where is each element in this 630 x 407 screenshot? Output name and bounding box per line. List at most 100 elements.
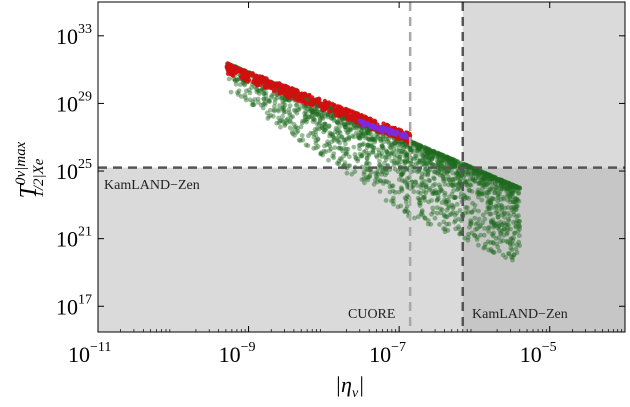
data-point <box>514 250 520 256</box>
data-point <box>435 197 440 203</box>
data-point <box>319 125 325 130</box>
data-point <box>345 122 351 128</box>
data-point <box>242 82 248 88</box>
y-axis-title-base: T <box>16 183 42 198</box>
data-point <box>440 152 446 158</box>
data-point <box>308 113 314 119</box>
data-point <box>453 170 459 176</box>
data-point <box>504 182 510 188</box>
data-point <box>329 139 335 145</box>
data-point <box>346 117 352 122</box>
data-point <box>439 160 445 166</box>
data-point <box>316 111 321 117</box>
data-point <box>328 109 333 114</box>
data-point <box>482 174 488 180</box>
data-point <box>287 118 293 124</box>
data-point <box>324 125 329 131</box>
data-point <box>511 183 516 189</box>
data-point <box>501 186 507 191</box>
data-point <box>243 95 248 100</box>
data-point <box>280 119 286 124</box>
data-point <box>389 158 395 164</box>
data-point <box>387 150 393 156</box>
data-point <box>233 70 239 75</box>
data-point <box>272 100 278 106</box>
data-point <box>483 171 489 177</box>
data-point <box>416 189 421 195</box>
data-point <box>488 176 494 182</box>
data-point <box>277 118 283 124</box>
data-point <box>366 136 372 142</box>
data-point <box>372 136 378 142</box>
data-point <box>463 210 468 216</box>
data-point <box>488 176 494 182</box>
data-point <box>314 121 320 126</box>
data-point <box>265 116 271 121</box>
data-point <box>479 177 485 183</box>
data-point <box>403 159 408 165</box>
data-point <box>303 112 309 117</box>
data-point <box>416 147 421 153</box>
data-point <box>512 183 518 189</box>
data-point <box>468 164 474 170</box>
data-point <box>305 107 310 112</box>
data-point <box>488 174 494 180</box>
data-point <box>423 184 429 190</box>
data-point <box>499 222 505 228</box>
x-axis-title-base: |η <box>335 372 352 397</box>
data-point <box>514 196 520 202</box>
excluded-regions <box>98 2 625 332</box>
data-point <box>488 200 493 205</box>
data-point <box>490 233 496 239</box>
data-point <box>463 169 469 175</box>
data-point <box>345 130 350 136</box>
data-point <box>473 168 479 173</box>
data-point <box>476 168 482 174</box>
data-point <box>463 205 469 210</box>
data-point <box>422 147 428 153</box>
data-point <box>458 160 464 166</box>
data-point <box>326 141 332 147</box>
data-point <box>331 151 337 157</box>
data-point <box>516 185 522 191</box>
data-point <box>402 209 408 214</box>
x-tick-label: 10−9 <box>219 340 256 367</box>
data-point <box>246 87 252 93</box>
data-point <box>335 120 340 126</box>
data-point <box>424 148 430 154</box>
data-point <box>406 175 412 180</box>
data-point <box>514 184 519 190</box>
data-point <box>272 96 278 102</box>
data-point <box>488 173 494 179</box>
data-point <box>346 130 351 135</box>
data-point <box>513 188 518 194</box>
data-point <box>425 151 431 157</box>
data-point <box>450 205 456 211</box>
data-point <box>308 107 314 113</box>
data-point <box>499 178 504 184</box>
data-point <box>441 226 446 231</box>
data-point <box>405 176 410 182</box>
data-point <box>256 88 261 94</box>
data-point <box>493 221 499 227</box>
data-point <box>465 169 471 175</box>
data-point <box>505 180 511 186</box>
data-point <box>488 240 493 245</box>
data-point <box>514 184 520 190</box>
data-point <box>384 149 390 155</box>
data-point <box>469 209 475 215</box>
data-point <box>511 183 517 188</box>
data-point <box>496 223 502 229</box>
data-point <box>512 187 518 192</box>
data-point <box>413 152 418 158</box>
data-point <box>491 250 497 255</box>
data-point <box>490 174 495 180</box>
data-point <box>470 175 476 181</box>
data-point <box>507 241 513 247</box>
data-point <box>431 152 437 158</box>
data-point <box>392 141 397 147</box>
data-point <box>488 200 494 205</box>
data-point <box>347 154 352 160</box>
data-point <box>359 133 365 139</box>
data-point <box>448 211 454 217</box>
